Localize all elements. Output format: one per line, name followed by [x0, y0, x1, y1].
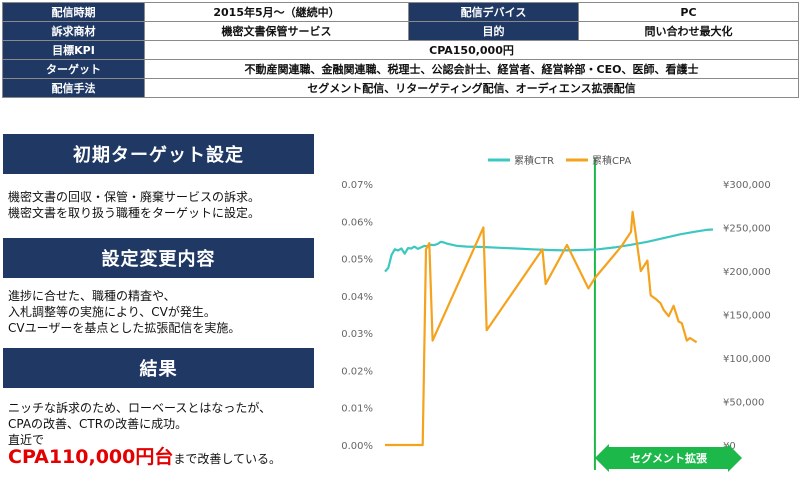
result-tail: まで改善している。	[173, 452, 282, 466]
period-value: 2015年5月～（継続中）	[144, 2, 409, 22]
initial-line-2: 機密文書を取り扱う職種をターゲットに設定。	[8, 206, 261, 220]
method-value: セグメント配信、リターゲティング配信、オーディエンス拡張配信	[144, 78, 799, 98]
change-header: 設定変更内容	[3, 238, 314, 278]
product-label: 訴求商材	[2, 21, 145, 41]
segment-arrow-label: セグメント拡張	[630, 451, 708, 465]
left-axis-tick-label: 0.00%	[341, 441, 373, 452]
initial-target-header: 初期ターゲット設定	[3, 134, 314, 174]
left-axis-tick-label: 0.03%	[341, 329, 373, 340]
left-axis-tick-label: 0.06%	[341, 217, 373, 228]
initial-line-1: 機密文書の回収・保管・廃棄サービスの訴求。	[8, 190, 261, 204]
left-axis-tick-label: 0.02%	[341, 366, 373, 377]
period-label: 配信時期	[2, 2, 145, 22]
left-axis-tick-label: 0.01%	[341, 404, 373, 415]
cpa-series-line	[385, 210, 698, 447]
left-axis-tick-label: 0.05%	[341, 255, 373, 266]
device-label: 配信デバイス	[408, 2, 579, 22]
change-line-2: 入札調整等の実施により、CVが発生。	[8, 305, 216, 319]
legend-cpa-label: 累積CPA	[592, 154, 631, 167]
kpi-label: 目標KPI	[2, 40, 145, 60]
segment-arrow	[594, 444, 742, 472]
method-label: 配信手法	[2, 78, 145, 98]
ctr-series-line	[384, 228, 714, 273]
result-highlight: CPA110,000円台	[8, 446, 174, 468]
right-axis-tick-label: ¥300,000	[723, 180, 771, 191]
result-line-2: CPAの改善、CTRの改善に成功。	[8, 417, 188, 431]
initial-target-text: 機密文書の回収・保管・廃棄サービスの訴求。 機密文書を取り扱う職種をターゲットに…	[8, 189, 328, 221]
result-line-1: ニッチな訴求のため、ローベースとはなったが、	[8, 401, 272, 415]
info-table: 配信時期 2015年5月～（継続中） 配信デバイス PC 訴求商材 機密文書保管…	[2, 2, 799, 98]
right-axis-tick-label: ¥150,000	[723, 311, 771, 322]
right-axis-tick-label: ¥50,000	[723, 398, 764, 409]
change-line-3: CVユーザーを基点とした拡張配信を実施。	[8, 321, 241, 335]
right-axis-tick-label: ¥100,000	[723, 354, 771, 365]
goal-label: 目的	[408, 21, 579, 41]
change-text: 進捗に合せた、職種の精査や、 入札調整等の実施により、CVが発生。 CVユーザー…	[8, 288, 328, 336]
result-header: 結果	[3, 348, 314, 388]
right-axis-tick-label: ¥200,000	[723, 267, 771, 278]
product-value: 機密文書保管サービス	[144, 21, 409, 41]
legend-ctr-label: 累積CTR	[514, 154, 554, 167]
result-line-3: 直近で	[8, 433, 45, 447]
left-axis-tick-label: 0.04%	[341, 292, 373, 303]
target-label: ターゲット	[2, 59, 145, 79]
change-line-1: 進捗に合せた、職種の精査や、	[8, 289, 176, 303]
left-axis-tick-label: 0.07%	[341, 180, 373, 191]
right-axis-tick-label: ¥250,000	[723, 224, 771, 235]
result-text: ニッチな訴求のため、ローベースとはなったが、 CPAの改善、CTRの改善に成功。…	[8, 400, 328, 467]
